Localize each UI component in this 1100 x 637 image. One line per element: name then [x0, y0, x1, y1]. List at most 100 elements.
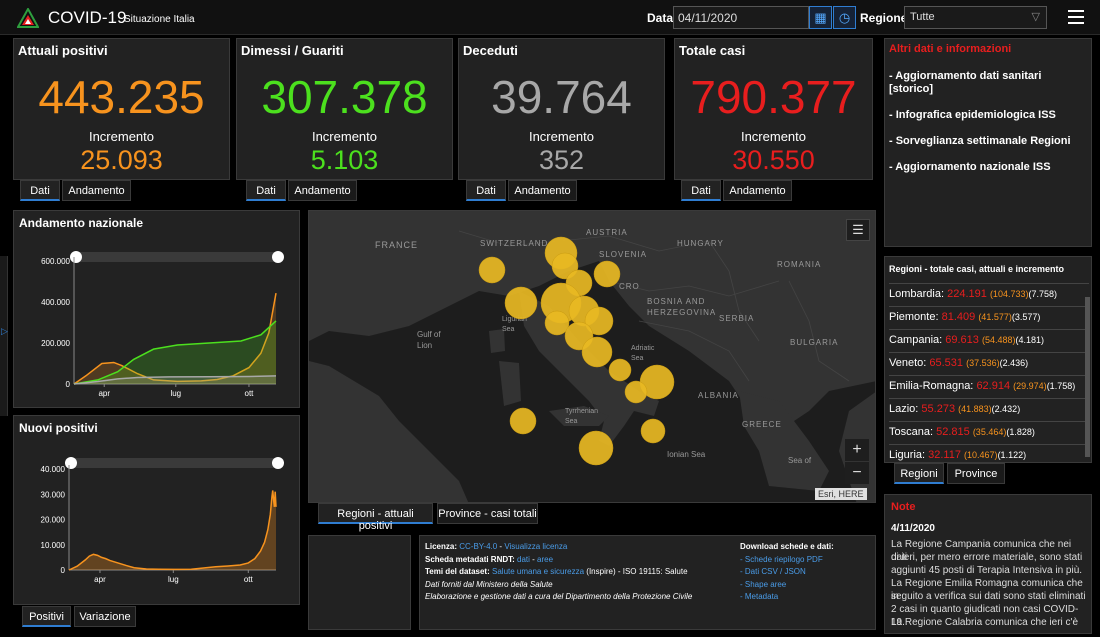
region-row[interactable]: Lombardia: 224.191 (104.733)(7.758)	[889, 283, 1089, 305]
region-row[interactable]: Piemonte: 81.409 (41.577)(3.577)	[889, 306, 1089, 328]
footer-credits: Elaborazione e gestione dati a cura del …	[425, 592, 693, 601]
footer-label: Licenza:	[425, 542, 458, 551]
app-subtitle: Situazione Italia	[124, 14, 195, 25]
footer-link[interactable]: Salute umana e sicurezza	[492, 567, 585, 576]
region-row[interactable]: Toscana: 52.815 (35.464)(1.828)	[889, 421, 1089, 443]
footer-link[interactable]: aree	[537, 554, 554, 564]
footer-metadati-row: Scheda metadati RNDT: dati - aree	[425, 554, 553, 567]
tab-andamento[interactable]: Andamento	[288, 180, 357, 201]
tab-dati[interactable]: Dati	[246, 180, 286, 201]
footer-label: Scheda metadati RNDT:	[425, 554, 515, 564]
series-line	[68, 490, 277, 571]
date-input[interactable]: 04/11/2020	[673, 6, 809, 29]
info-link[interactable]: - Aggiornamento dati sanitari [storico]	[889, 70, 1042, 95]
note-line: La Regione Campania comunica che nei dat…	[891, 539, 1072, 563]
tab-andamento[interactable]: Andamento	[62, 180, 131, 201]
region-row[interactable]: Lazio: 55.273 (41.883)(2.432)	[889, 398, 1089, 420]
region-active: (10.467)	[964, 450, 998, 460]
region-active: (29.974)	[1013, 381, 1047, 391]
region-total: 224.191	[947, 288, 987, 300]
region-row[interactable]: Veneto: 65.531 (37.536)(2.436)	[889, 352, 1089, 374]
zoom-out-button[interactable]: −	[845, 462, 869, 484]
region-active: (41.577)	[978, 312, 1012, 322]
info-link[interactable]: - Sorveglianza settimanale Regioni	[889, 135, 1071, 147]
stat-increment-label: Incremento	[528, 129, 595, 144]
map-label-croatia: CRO	[619, 282, 640, 291]
region-row[interactable]: Liguria: 32.117 (10.467)(1.122)	[889, 444, 1089, 466]
region-name: Campania:	[889, 334, 943, 346]
map-layers-icon[interactable]: ☰	[846, 219, 870, 241]
region-select[interactable]: Tutte ▽	[904, 6, 1047, 29]
footer-download-link[interactable]: - Shape aree	[740, 579, 787, 589]
x-tick-label: ott	[244, 575, 254, 584]
region-label: Regione	[860, 11, 908, 25]
y-tick-label: 0	[66, 380, 71, 389]
stat-title: Dimessi / Guariti	[241, 43, 344, 58]
chart-title: Nuovi positivi	[19, 421, 98, 435]
note-line: aggiunti 45 posti di Terapia Intensiva i…	[891, 565, 1083, 576]
side-collapse-handle[interactable]: ▷	[0, 256, 8, 416]
region-bubble	[478, 256, 506, 284]
tab-variazione[interactable]: Variazione	[74, 606, 136, 627]
range-slider-track	[74, 252, 276, 262]
footer-download-link[interactable]: - Metadata	[740, 592, 779, 601]
region-bubble	[624, 380, 648, 404]
tab-map-regioni[interactable]: Regioni - attuali positivi	[318, 503, 433, 532]
map-label-greece: GREECE	[742, 420, 782, 429]
x-tick-label: lug	[168, 575, 179, 584]
region-name: Piemonte:	[889, 311, 939, 323]
footer-link[interactable]: CC-BY-4.0	[459, 542, 498, 551]
map-label-hungary: HUNGARY	[677, 239, 724, 248]
clock-icon[interactable]: ◷	[833, 6, 856, 29]
hamburger-menu-icon[interactable]	[1065, 6, 1087, 28]
info-link[interactable]: - Infografica epidemiologica ISS	[889, 109, 1056, 121]
map-label-ligurian: Ligurian Sea	[502, 316, 527, 333]
calendar-icon[interactable]: ▦	[809, 6, 832, 29]
region-row[interactable]: Emilia-Romagna: 62.914 (29.974)(1.758)	[889, 375, 1089, 397]
national-chart: 0 200.000 400.000 600.000 apr lug ott	[41, 251, 284, 398]
region-select-value: Tutte	[910, 11, 935, 23]
map-label-romania: ROMANIA	[777, 260, 822, 269]
series-line	[73, 375, 277, 385]
region-name: Toscana:	[889, 426, 934, 438]
footer-suffix: (Inspire) - ISO 19115: Salute	[584, 567, 688, 576]
map-label-tyrrhenian: Tyrrhenian Sea	[565, 408, 599, 425]
tab-province[interactable]: Province	[947, 463, 1005, 484]
footer-download-link[interactable]: - Schede riepilogo PDF	[740, 554, 823, 564]
zoom-in-button[interactable]: +	[845, 439, 869, 461]
stat-card-active: Attuali positivi 443.235 Incremento 25.0…	[13, 38, 230, 180]
range-slider-handle-right	[272, 457, 284, 469]
tab-dati[interactable]: Dati	[20, 180, 60, 201]
region-total: 52.815	[936, 426, 970, 438]
tab-dati[interactable]: Dati	[466, 180, 506, 201]
stat-value: 307.378	[261, 71, 428, 123]
x-tick-label: apr	[94, 575, 106, 584]
info-link[interactable]: - Aggiornamento nazionale ISS	[889, 161, 1051, 173]
region-total: 55.273	[921, 403, 956, 415]
footer-link[interactable]: Visualizza licenza	[504, 542, 568, 551]
tab-andamento[interactable]: Andamento	[723, 180, 792, 201]
footer-download-link[interactable]: - Dati CSV / JSON	[740, 567, 806, 576]
stat-title: Attuali positivi	[18, 43, 108, 58]
tab-map-province[interactable]: Province - casi totali	[437, 503, 538, 524]
footer-link[interactable]: dati	[517, 554, 530, 564]
map-label-sea-of: Sea of	[788, 456, 812, 465]
region-bubble	[509, 407, 537, 435]
date-label: Data	[647, 11, 674, 25]
stat-increment-label: Incremento	[311, 129, 378, 144]
tab-dati[interactable]: Dati	[681, 180, 721, 201]
notes-title: Note	[891, 501, 916, 513]
region-row[interactable]: Campania: 69.613 (54.488)(4.181)	[889, 329, 1089, 351]
tab-andamento[interactable]: Andamento	[508, 180, 577, 201]
tab-positivi[interactable]: Positivi	[22, 606, 71, 627]
map-panel[interactable]: FRANCE SWITZERLAND AUSTRIA SLOVENIA HUNG…	[308, 210, 876, 503]
region-bubble	[504, 286, 538, 320]
stat-increment: 352	[538, 145, 585, 175]
series-area	[74, 375, 276, 384]
tab-regioni[interactable]: Regioni	[894, 463, 944, 484]
region-name: Lazio:	[889, 403, 919, 415]
info-panel: Altri dati e informazioni - Aggiornament…	[884, 38, 1092, 247]
region-bubble	[544, 310, 570, 336]
notes-date: 4/11/2020	[891, 523, 935, 534]
scrollbar[interactable]	[1085, 297, 1090, 457]
